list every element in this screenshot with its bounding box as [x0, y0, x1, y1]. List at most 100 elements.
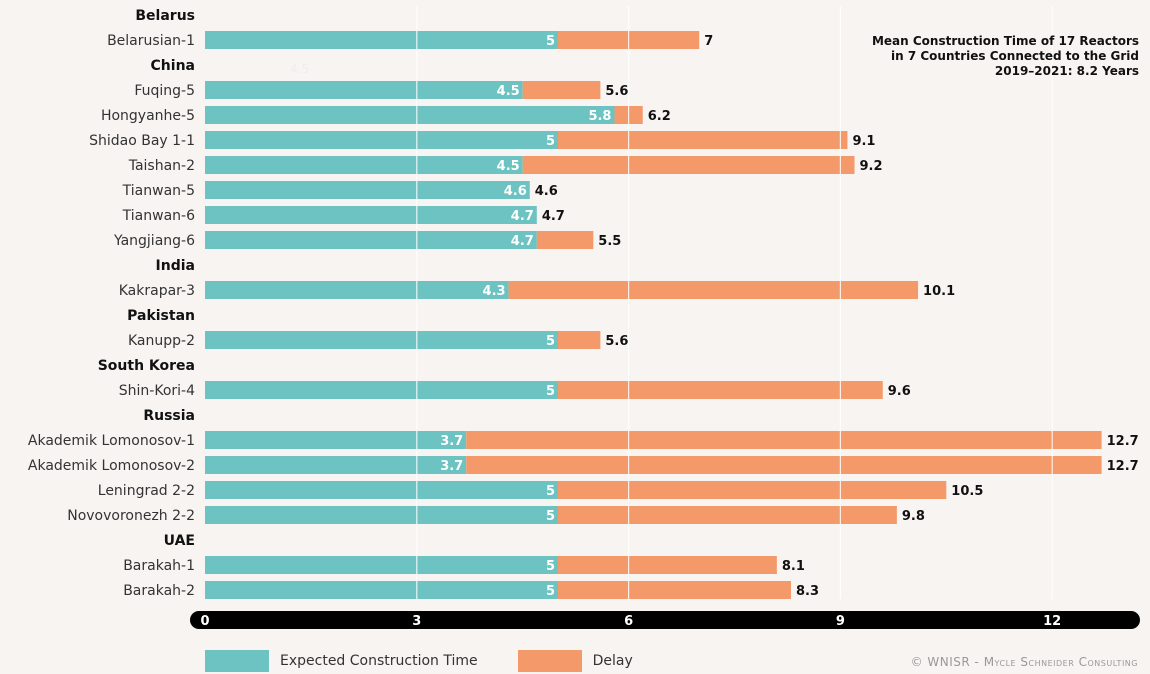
bar-expected [205, 181, 530, 199]
total-value-label: 12.7 [1107, 434, 1139, 449]
bar-delay [558, 331, 601, 349]
reactor-label: Yangjiang-6 [113, 233, 195, 249]
expected-value-label: 5 [546, 584, 555, 599]
total-value-label: 9.1 [852, 134, 875, 149]
bar-delay [522, 156, 855, 174]
bar-delay [466, 431, 1102, 449]
reactor-label: Fuqing-5 [134, 83, 195, 99]
bar-delay [558, 131, 848, 149]
bar-delay [466, 456, 1102, 474]
expected-value-label: 3.7 [440, 434, 463, 449]
total-value-label: 6.2 [648, 109, 671, 124]
reactor-label: Akademik Lomonosov-2 [28, 458, 195, 474]
bar-expected [205, 31, 558, 49]
total-value-label: 5.6 [605, 84, 628, 99]
country-label: India [156, 258, 195, 274]
total-value-label: 9.6 [888, 384, 911, 399]
bar-expected [205, 231, 537, 249]
total-value-label: 4.7 [542, 209, 565, 224]
bar-delay [522, 81, 601, 99]
bar-expected [205, 581, 558, 599]
expected-value-label: 5 [546, 384, 555, 399]
reactor-label: Akademik Lomonosov-1 [28, 433, 195, 449]
legend-label-expected: Expected Construction Time [280, 653, 478, 669]
reactor-label: Shin-Kori-4 [119, 383, 195, 399]
legend-swatch-delay [517, 650, 582, 672]
bar-expected [205, 281, 509, 299]
bar-delay [558, 556, 777, 574]
total-value-label: 10.1 [923, 284, 955, 299]
note-line-3: 2019–2021: 8.2 Years [994, 64, 1139, 78]
expected-value-label: 5 [546, 509, 555, 524]
x-tick-label: 9 [836, 614, 845, 629]
expected-value-label: 4.6 [504, 184, 527, 199]
bar-delay [558, 481, 947, 499]
bar-delay [536, 231, 594, 249]
expected-value-label: 4.5 [497, 159, 520, 174]
note-line-2: in 7 Countries Connected to the Grid [891, 49, 1139, 63]
total-value-label: 9.8 [902, 509, 925, 524]
reactor-label: Kanupp-2 [128, 333, 195, 349]
x-tick-label: 0 [200, 614, 209, 629]
expected-value-label: 4.7 [511, 209, 534, 224]
reactor-label: Taishan-2 [128, 158, 195, 174]
expected-value-label: 5 [546, 334, 555, 349]
reactor-label: Tianwan-5 [122, 183, 195, 199]
bar-delay [558, 381, 883, 399]
bar-expected [205, 381, 558, 399]
reactor-label: Kakrapar-3 [119, 283, 195, 299]
x-tick-label: 3 [412, 614, 421, 629]
bar-expected [205, 206, 537, 224]
reactor-label: Hongyanhe-5 [101, 108, 195, 124]
legend-item-expected: Expected Construction Time [205, 650, 478, 672]
legend: Expected Construction Time Delay [205, 650, 673, 672]
bar-expected [205, 131, 558, 149]
legend-label-delay: Delay [592, 653, 633, 669]
expected-value-label: 5 [546, 34, 555, 49]
bar-expected [205, 331, 558, 349]
total-value-label: 4.6 [535, 184, 558, 199]
bar-expected [205, 556, 558, 574]
total-value-label: 9.2 [860, 159, 883, 174]
total-value-label: 5.6 [605, 334, 628, 349]
reactor-label: Tianwan-6 [122, 208, 195, 224]
ghost-label: 4.5 [290, 62, 310, 76]
bar-delay [558, 506, 897, 524]
expected-value-label: 5 [546, 559, 555, 574]
chart-note: Mean Construction Time of 17 Reactors in… [739, 34, 1139, 79]
x-axis-bar [190, 611, 1140, 629]
legend-item-delay: Delay [517, 650, 633, 672]
country-label: South Korea [98, 358, 195, 374]
bar-expected [205, 81, 523, 99]
x-tick-label: 12 [1043, 614, 1061, 629]
total-value-label: 7 [704, 34, 713, 49]
reactor-label: Shidao Bay 1-1 [89, 133, 195, 149]
reactor-label: Leningrad 2-2 [98, 483, 195, 499]
country-label: Russia [143, 408, 195, 424]
reactor-label: Belarusian-1 [107, 33, 195, 49]
expected-value-label: 5 [546, 134, 555, 149]
legend-swatch-expected [205, 650, 269, 672]
total-value-label: 12.7 [1107, 459, 1139, 474]
expected-value-label: 4.5 [497, 84, 520, 99]
total-value-label: 8.3 [796, 584, 819, 599]
bar-expected [205, 106, 615, 124]
bar-expected [205, 481, 558, 499]
expected-value-label: 5 [546, 484, 555, 499]
credit: © WNISR - Mycle Schneider Consulting [910, 655, 1138, 669]
expected-value-label: 4.3 [483, 284, 506, 299]
reactor-label: Barakah-1 [123, 558, 195, 574]
country-label: Pakistan [127, 308, 195, 324]
expected-value-label: 4.7 [511, 234, 534, 249]
x-tick-label: 6 [624, 614, 633, 629]
expected-value-label: 3.7 [440, 459, 463, 474]
country-label: Belarus [135, 8, 195, 24]
country-label: UAE [164, 533, 195, 549]
total-value-label: 10.5 [951, 484, 983, 499]
country-label: China [151, 58, 195, 74]
total-value-label: 5.5 [598, 234, 621, 249]
total-value-label: 8.1 [782, 559, 805, 574]
bar-expected [205, 431, 467, 449]
bar-delay [508, 281, 919, 299]
